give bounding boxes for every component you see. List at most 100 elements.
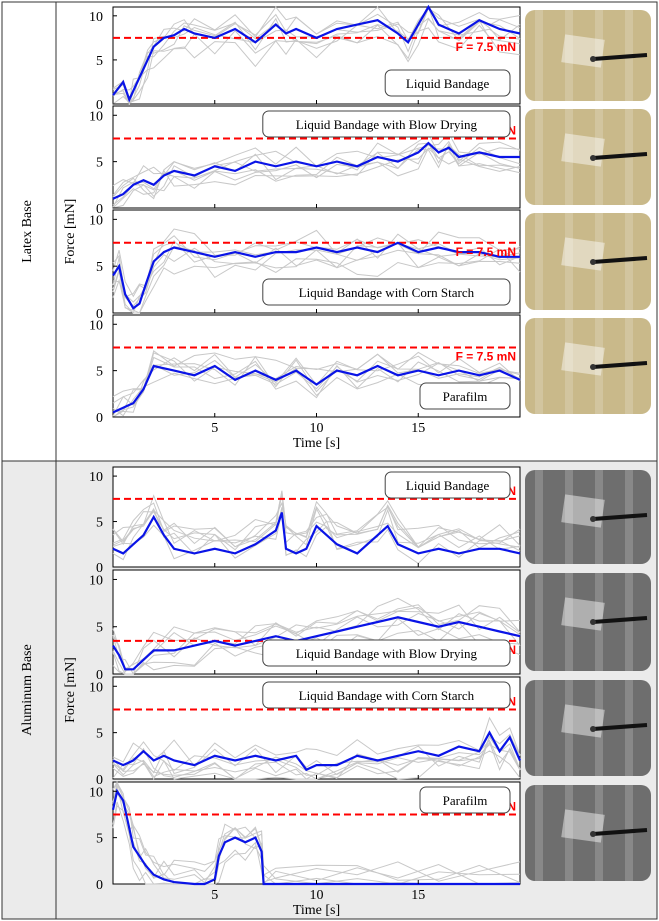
threshold-label: F = 7.5 mN bbox=[456, 40, 516, 54]
sample-film bbox=[561, 237, 605, 271]
trial-line bbox=[112, 240, 521, 314]
y-tick-label: 5 bbox=[96, 621, 103, 636]
mean-line bbox=[112, 616, 521, 671]
probe-tip bbox=[590, 831, 596, 837]
y-axis-label: Force [mN] bbox=[63, 199, 78, 265]
photo-stripe bbox=[535, 109, 543, 205]
mean-line bbox=[112, 364, 521, 414]
plot-area bbox=[112, 781, 521, 885]
series-label: Liquid Bandage with Blow Drying bbox=[296, 117, 478, 132]
y-tick-label: 0 bbox=[96, 98, 103, 113]
probe-tool bbox=[592, 616, 648, 624]
trial-line bbox=[112, 228, 521, 298]
photo-stripe bbox=[565, 109, 573, 205]
mean-line bbox=[112, 141, 520, 200]
sample-film bbox=[561, 809, 605, 843]
sample-photo bbox=[525, 10, 651, 101]
y-tick-label: 5 bbox=[96, 516, 103, 531]
threshold-label: F = 7.5 mN bbox=[456, 349, 516, 363]
series-label-box bbox=[262, 278, 511, 306]
probe-tip bbox=[590, 364, 596, 370]
photo-bg bbox=[525, 680, 651, 776]
photo-bg bbox=[525, 318, 651, 414]
y-tick-label: 10 bbox=[89, 213, 103, 228]
photo-stripe bbox=[535, 213, 543, 310]
y-tick-label: 10 bbox=[89, 318, 103, 333]
probe-tip bbox=[590, 56, 596, 62]
trial-line bbox=[112, 733, 521, 776]
series-label-box bbox=[262, 681, 511, 709]
photo-stripe bbox=[565, 573, 573, 671]
trial-line bbox=[112, 606, 521, 676]
trial-line bbox=[112, 735, 521, 780]
probe-tip bbox=[590, 516, 596, 522]
trial-line bbox=[112, 494, 521, 546]
probe-tool bbox=[592, 152, 648, 160]
trial-line bbox=[112, 239, 521, 298]
trial-line bbox=[112, 147, 521, 208]
y-tick-label: 0 bbox=[96, 411, 103, 426]
y-tick-label: 0 bbox=[96, 668, 103, 683]
y-tick-label: 5 bbox=[96, 260, 103, 275]
photo-stripe bbox=[535, 785, 543, 881]
photo-stripe bbox=[565, 10, 573, 101]
x-tick-label: 5 bbox=[211, 421, 218, 436]
y-tick-label: 0 bbox=[96, 202, 103, 217]
threshold-label: F = 7.5 mN bbox=[456, 245, 516, 259]
section-label: Aluminum Base bbox=[20, 644, 35, 735]
photo-bg bbox=[525, 10, 651, 101]
series-label: Liquid Bandage with Blow Drying bbox=[296, 646, 478, 661]
x-axis-label: Time [s] bbox=[293, 436, 340, 451]
y-tick-label: 5 bbox=[96, 156, 103, 171]
sample-photo bbox=[525, 573, 651, 671]
probe-tip bbox=[590, 259, 596, 265]
y-tick-label: 10 bbox=[89, 470, 103, 485]
trial-line bbox=[112, 359, 521, 413]
series-label-box bbox=[419, 786, 511, 814]
x-tick-label: 15 bbox=[411, 888, 425, 903]
series-label: Liquid Bandage bbox=[406, 478, 490, 493]
y-tick-label: 5 bbox=[96, 365, 103, 380]
y-tick-label: 5 bbox=[96, 727, 103, 742]
photo-stripe bbox=[625, 213, 633, 310]
sample-film bbox=[561, 133, 605, 167]
sample-film bbox=[561, 597, 605, 631]
probe-tip bbox=[590, 155, 596, 161]
x-axis-label: Time [s] bbox=[293, 903, 340, 918]
y-tick-label: 0 bbox=[96, 307, 103, 322]
photo-bg bbox=[525, 470, 651, 564]
probe-tool bbox=[592, 361, 648, 369]
trial-line bbox=[112, 783, 521, 883]
photo-stripe bbox=[595, 10, 603, 101]
photo-stripe bbox=[565, 318, 573, 414]
trial-line bbox=[112, 7, 521, 97]
photo-bg bbox=[525, 213, 651, 310]
mean-line bbox=[112, 4, 521, 103]
y-tick-label: 10 bbox=[89, 573, 103, 588]
series-label: Parafilm bbox=[443, 793, 488, 808]
series-label-box bbox=[384, 471, 511, 499]
y-tick-label: 5 bbox=[96, 54, 103, 69]
sample-film bbox=[561, 342, 605, 376]
mean-line bbox=[112, 241, 520, 310]
series-label-box bbox=[419, 382, 511, 410]
trial-line bbox=[112, 604, 521, 670]
series-label: Liquid Bandage with Corn Starch bbox=[299, 688, 475, 703]
photo-stripe bbox=[535, 470, 543, 564]
y-axis-label: Force [mN] bbox=[63, 657, 78, 723]
sample-film bbox=[561, 34, 605, 68]
sample-photo bbox=[525, 785, 651, 881]
trial-line bbox=[112, 791, 521, 885]
series-label-box bbox=[384, 69, 511, 97]
probe-tip bbox=[590, 619, 596, 625]
sample-photo bbox=[525, 213, 651, 310]
y-tick-label: 5 bbox=[96, 832, 103, 847]
